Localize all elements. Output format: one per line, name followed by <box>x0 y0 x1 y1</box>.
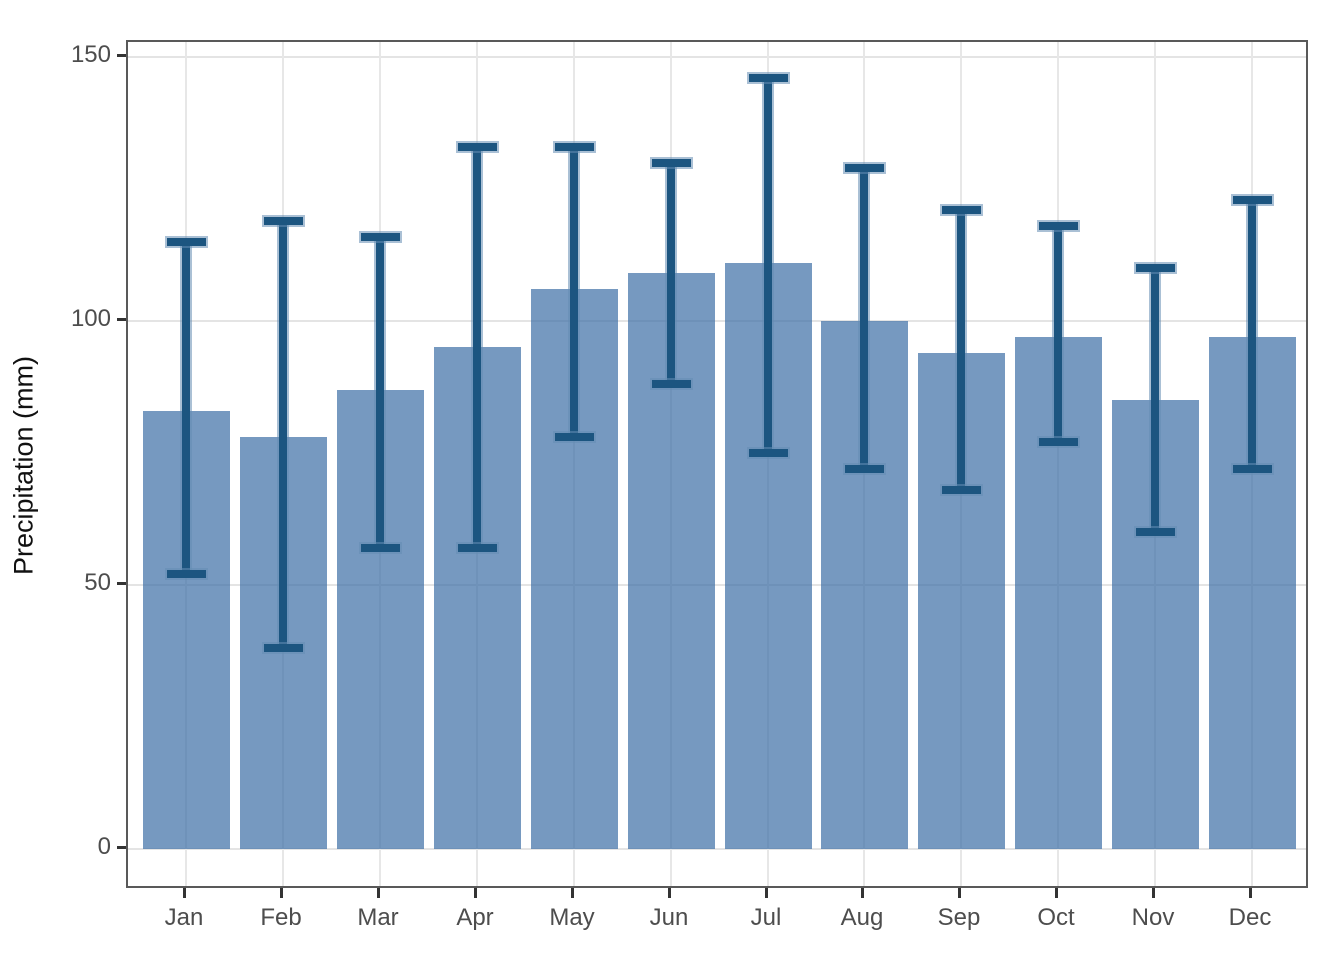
y-tick-label: 100 <box>70 305 111 332</box>
x-tick-label: Jun <box>649 904 689 931</box>
y-gridline <box>128 320 1306 322</box>
x-tick-label: Jul <box>750 904 782 931</box>
y-tick-label: 0 <box>97 833 111 860</box>
error-bar-nov-bottom-cap <box>1135 528 1175 537</box>
error-bar-feb-top-cap <box>263 216 303 225</box>
plot-panel <box>126 40 1308 888</box>
error-bar-apr-bottom-cap <box>457 544 497 553</box>
y-gridline <box>128 584 1306 586</box>
x-tick-mark <box>474 888 477 898</box>
error-bar-may-bottom-cap <box>554 433 594 442</box>
x-tick-mark <box>958 888 961 898</box>
error-bar-dec-top-cap <box>1232 195 1272 204</box>
x-tick-mark <box>1152 888 1155 898</box>
x-tick-mark <box>861 888 864 898</box>
error-bar-mar-stem <box>376 236 384 549</box>
x-tick-label: Sep <box>937 904 981 931</box>
y-tick-mark <box>117 582 126 585</box>
error-bar-oct-bottom-cap <box>1038 438 1078 447</box>
y-gridline <box>128 848 1306 850</box>
x-tick-mark <box>377 888 380 898</box>
error-bar-feb-bottom-cap <box>263 644 303 653</box>
x-tick-mark <box>280 888 283 898</box>
error-bar-dec-stem <box>1248 199 1256 469</box>
x-tick-label: Mar <box>357 904 399 931</box>
error-bar-jul-bottom-cap <box>748 449 788 457</box>
error-bar-jan-top-cap <box>166 237 206 246</box>
x-tick-label: Aug <box>840 904 884 931</box>
error-bar-oct-stem <box>1054 225 1062 443</box>
error-bar-feb-stem <box>279 220 287 649</box>
error-bar-aug-bottom-cap <box>844 464 884 473</box>
error-bar-aug-stem <box>860 167 868 469</box>
error-bar-sep-stem <box>957 210 965 490</box>
error-bar-may-top-cap <box>554 142 594 151</box>
error-bar-aug-top-cap <box>844 163 884 172</box>
error-bar-jul-top-cap <box>748 74 788 83</box>
x-tick-label: Feb <box>260 904 302 931</box>
error-bar-jan-bottom-cap <box>166 570 206 579</box>
error-bar-sep-top-cap <box>941 206 981 215</box>
y-tick-mark <box>117 846 126 849</box>
y-tick-mark <box>117 54 126 57</box>
x-tick-label: Apr <box>456 904 494 931</box>
x-tick-mark <box>765 888 768 898</box>
x-tick-mark <box>668 888 671 898</box>
y-tick-label: 50 <box>84 569 111 596</box>
x-tick-mark <box>571 888 574 898</box>
x-tick-mark <box>183 888 186 898</box>
error-bar-jun-stem <box>667 162 675 385</box>
x-tick-label: Jan <box>164 904 204 931</box>
error-bar-nov-top-cap <box>1135 264 1175 273</box>
x-tick-label: May <box>549 904 595 931</box>
x-tick-mark <box>1055 888 1058 898</box>
error-bar-nov-stem <box>1151 268 1159 533</box>
x-tick-label: Nov <box>1131 904 1175 931</box>
y-gridline <box>128 56 1306 58</box>
error-bar-sep-bottom-cap <box>941 485 981 494</box>
error-bar-dec-bottom-cap <box>1232 464 1272 473</box>
error-bar-apr-top-cap <box>457 142 497 151</box>
error-bar-jun-bottom-cap <box>651 380 691 389</box>
error-bar-may-stem <box>570 146 578 438</box>
y-tick-mark <box>117 318 126 321</box>
error-bar-jul-stem <box>764 78 772 453</box>
error-bar-apr-stem <box>473 146 481 549</box>
error-bar-oct-top-cap <box>1038 221 1078 230</box>
x-tick-label: Oct <box>1037 904 1075 931</box>
x-tick-mark <box>1249 888 1252 898</box>
error-bar-mar-top-cap <box>360 232 400 241</box>
x-tick-label: Dec <box>1228 904 1272 931</box>
error-bar-jan-stem <box>182 241 190 575</box>
y-tick-label: 150 <box>70 41 111 68</box>
error-bar-mar-bottom-cap <box>360 544 400 553</box>
error-bar-jun-top-cap <box>651 158 691 167</box>
